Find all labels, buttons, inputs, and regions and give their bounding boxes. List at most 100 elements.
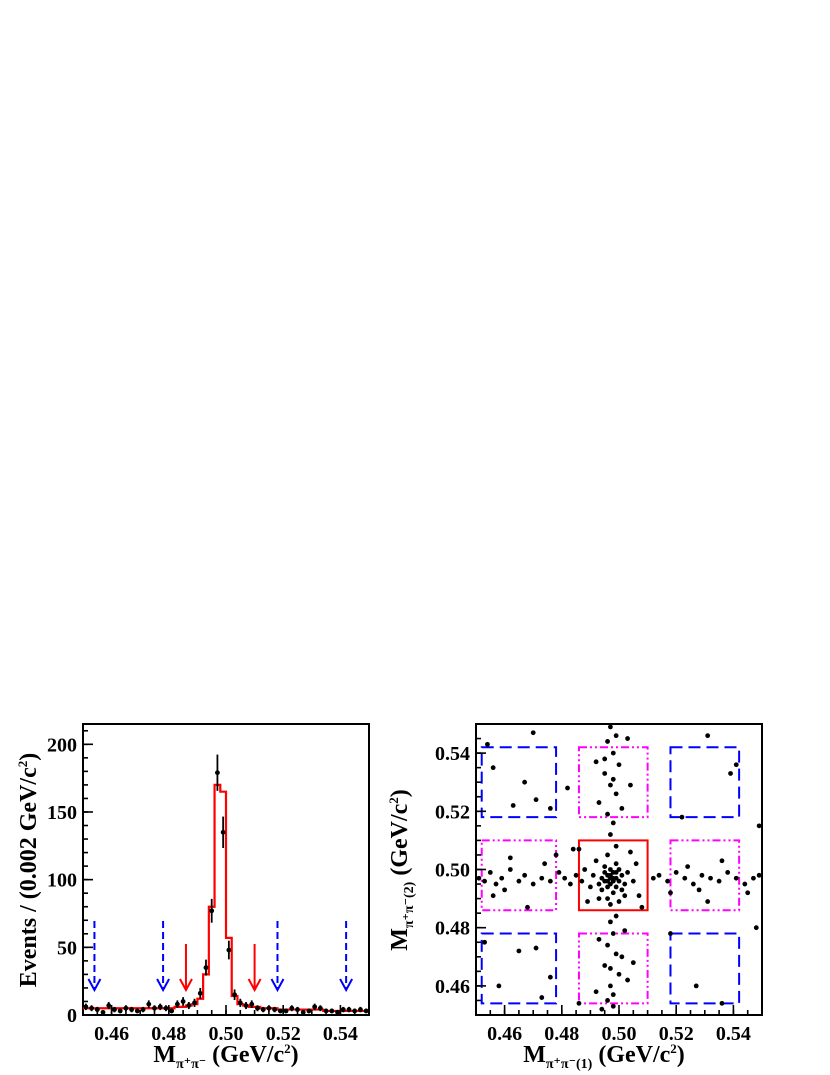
scatter-point bbox=[482, 878, 487, 884]
scatter-point bbox=[616, 867, 622, 872]
scatter-point bbox=[525, 904, 530, 910]
sideband-arrow-head bbox=[270, 978, 285, 993]
left-x-tick-label: 0.50 bbox=[209, 1023, 244, 1045]
scatter-point bbox=[656, 872, 662, 878]
right-xlabel-base: M bbox=[523, 1042, 546, 1068]
scatter-point bbox=[682, 875, 688, 881]
data-point bbox=[215, 770, 220, 776]
left-y-tick-label: 150 bbox=[47, 802, 77, 824]
signal-arrow-head bbox=[247, 978, 262, 993]
scatter-point bbox=[728, 771, 733, 776]
scatter-point bbox=[613, 843, 619, 849]
right-marks bbox=[476, 724, 762, 1012]
data-point bbox=[134, 1008, 140, 1014]
edge-sideband-box bbox=[577, 746, 649, 819]
left-y-tick-label: 200 bbox=[47, 734, 77, 756]
scatter-point bbox=[622, 928, 628, 934]
corner-sideband-box bbox=[480, 746, 558, 819]
scatter-point bbox=[719, 858, 725, 864]
scatter-point bbox=[608, 966, 613, 971]
left-xlabel-unit-close: ) bbox=[291, 1042, 299, 1068]
scatter-point bbox=[516, 878, 522, 884]
scatter-point bbox=[493, 881, 499, 887]
scatter-point bbox=[630, 960, 636, 966]
scatter-point bbox=[751, 875, 756, 881]
right-x-axis-label: Mπ⁺π⁻(1) (GeV/c2) bbox=[523, 1041, 685, 1072]
scatter-point bbox=[628, 849, 633, 855]
scatter-point bbox=[530, 881, 536, 887]
signal-arrow-head bbox=[179, 978, 193, 993]
right-ylabel-unit: (GeV/c bbox=[387, 803, 413, 881]
data-point bbox=[243, 1003, 249, 1008]
left-axis-ticks: 0.46 0.48 0.50 0.52 0.54 0 50 100 150 200 bbox=[47, 729, 370, 1045]
left-xlabel-unit-sup: 2 bbox=[284, 1041, 291, 1056]
data-point bbox=[117, 1008, 123, 1014]
data-point bbox=[226, 947, 232, 953]
data-point bbox=[295, 1007, 300, 1012]
scatter-point bbox=[610, 820, 616, 826]
left-x-tick-label: 0.54 bbox=[323, 1023, 358, 1045]
data-point bbox=[283, 1008, 289, 1014]
scatter-point bbox=[576, 1000, 582, 1006]
scatter-point bbox=[530, 730, 536, 736]
data-point bbox=[203, 965, 209, 971]
scatter-point bbox=[516, 948, 522, 954]
data-point bbox=[169, 1008, 175, 1014]
sideband-arrow-head bbox=[339, 978, 353, 993]
scatter-point bbox=[630, 878, 636, 884]
scatter-point bbox=[608, 983, 613, 989]
scatter-point bbox=[716, 878, 722, 884]
data-point bbox=[300, 1009, 306, 1015]
scatter-point bbox=[616, 971, 622, 977]
data-point bbox=[94, 1007, 100, 1012]
data-point bbox=[277, 1008, 283, 1014]
left-x-tick-label: 0.48 bbox=[151, 1023, 186, 1045]
data-point bbox=[100, 1009, 106, 1015]
scatter-point bbox=[596, 896, 602, 901]
scatter-point bbox=[522, 872, 528, 878]
scatter-point bbox=[650, 875, 656, 881]
right-panel: 0.46 0.48 0.50 0.52 0.54 0.46 0.48 0.50 0.52 0.54… bbox=[386, 723, 763, 1072]
data-point bbox=[329, 1008, 335, 1014]
scatter-point bbox=[733, 875, 739, 881]
scatter-point bbox=[608, 832, 613, 837]
data-point bbox=[255, 1005, 260, 1011]
data-point bbox=[209, 908, 215, 914]
data-point bbox=[358, 1007, 363, 1012]
data-point bbox=[220, 829, 226, 835]
data-point bbox=[186, 1003, 192, 1008]
scatter-point bbox=[605, 884, 610, 890]
scatter-point bbox=[696, 887, 702, 893]
scatter-point bbox=[605, 896, 610, 901]
scatter-point bbox=[619, 872, 625, 878]
right-y-tick-label: 0.50 bbox=[435, 860, 470, 882]
data-point bbox=[180, 999, 186, 1004]
scatter-point bbox=[608, 782, 613, 788]
scatter-point bbox=[625, 870, 630, 875]
data-point bbox=[317, 1005, 323, 1011]
right-ylabel-base: M bbox=[387, 928, 413, 951]
data-point bbox=[260, 1007, 266, 1012]
scatter-point bbox=[693, 983, 699, 989]
scatter-point bbox=[608, 867, 613, 872]
scatter-point bbox=[507, 867, 513, 872]
left-xlabel-sub: π⁺π⁻ bbox=[176, 1057, 206, 1072]
data-point bbox=[129, 1007, 135, 1012]
scatter-point bbox=[639, 904, 645, 910]
scatter-point bbox=[756, 872, 762, 878]
scatter-point bbox=[593, 858, 599, 864]
scatter-point bbox=[608, 919, 613, 925]
right-ylabel-sub: π⁺π⁻(2) bbox=[402, 881, 417, 928]
scatter-point bbox=[533, 797, 539, 803]
scatter-point bbox=[539, 995, 545, 1000]
scatter-point bbox=[616, 878, 622, 884]
data-point bbox=[140, 1007, 146, 1012]
data-point bbox=[289, 1005, 295, 1011]
scatter-point bbox=[605, 811, 610, 817]
scatter-point bbox=[599, 887, 605, 893]
scatter-point bbox=[573, 872, 579, 878]
scatter-point bbox=[610, 890, 616, 896]
data-point bbox=[306, 1008, 312, 1014]
sideband-arrow-head bbox=[87, 978, 102, 993]
right-xlabel-unit-close: ) bbox=[677, 1042, 685, 1068]
